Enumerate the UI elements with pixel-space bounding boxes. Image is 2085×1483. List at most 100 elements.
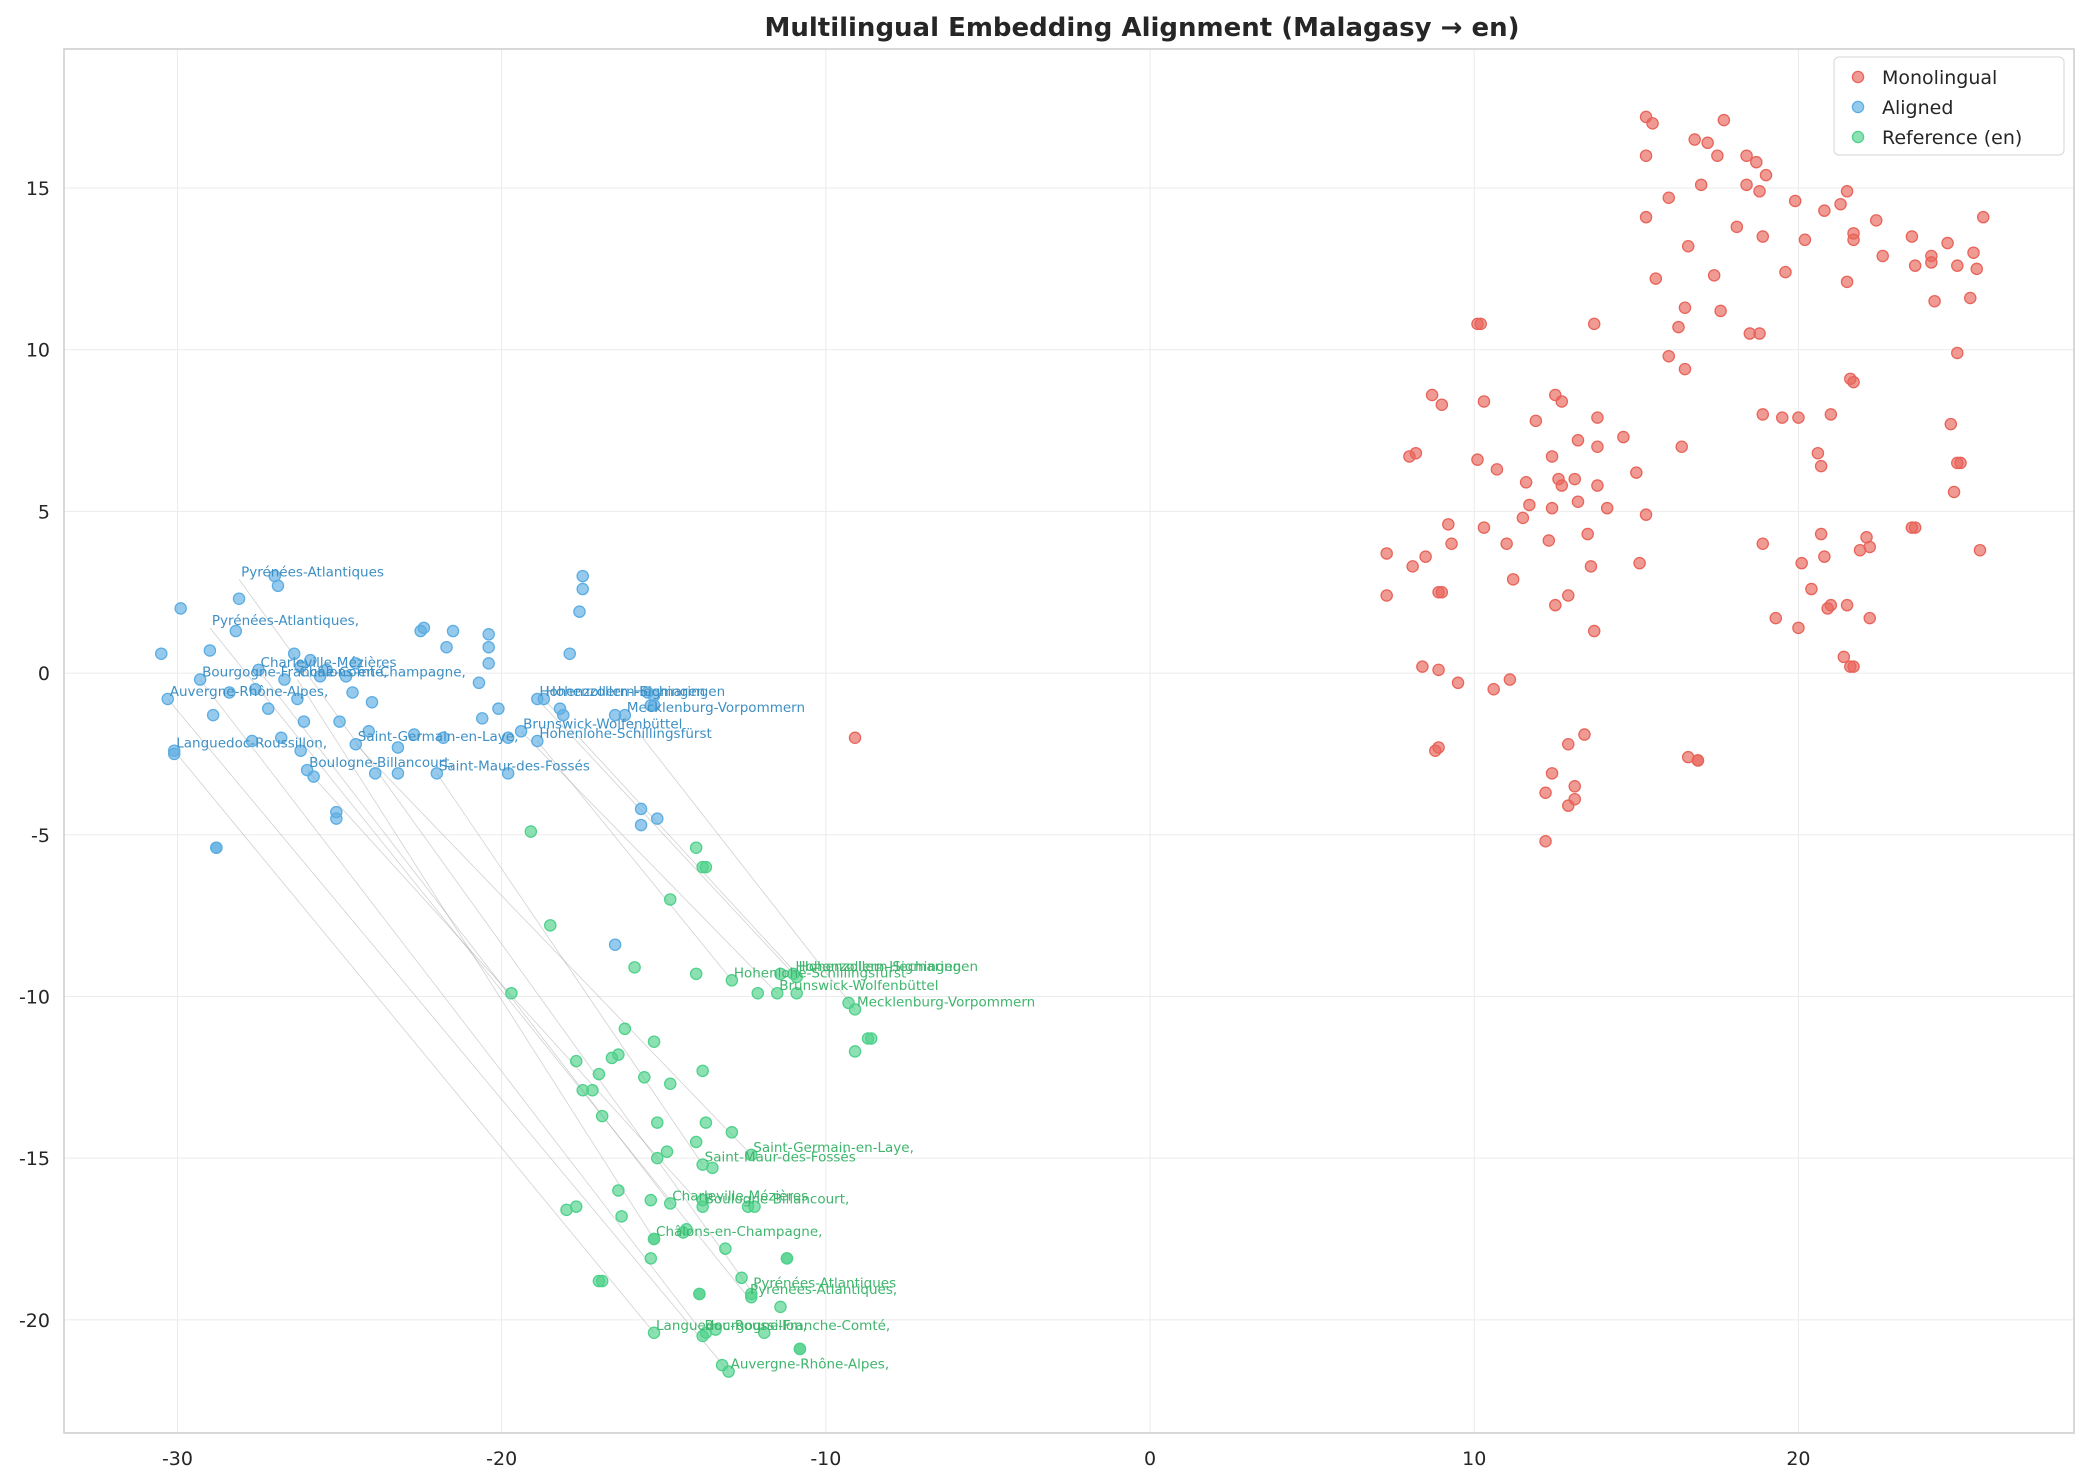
data-point — [1847, 660, 1860, 673]
alignment-link-line — [624, 714, 856, 1010]
data-point — [414, 624, 427, 638]
data-point — [689, 1135, 703, 1149]
series-monolingual — [848, 110, 1990, 848]
data-point — [155, 647, 168, 660]
data-point — [291, 692, 304, 706]
data-point — [531, 734, 544, 748]
data-point — [1503, 673, 1517, 686]
data-point — [615, 1210, 628, 1223]
data-point — [1805, 582, 1818, 596]
data-point — [560, 1203, 573, 1217]
data-point — [1487, 683, 1500, 696]
data-point — [1847, 375, 1860, 389]
data-point — [1947, 485, 1961, 499]
data-point — [482, 628, 495, 641]
data-point — [1951, 456, 1964, 470]
data-point — [1818, 204, 1831, 217]
data-point — [1711, 149, 1724, 162]
data-point — [1847, 233, 1860, 247]
data-point — [1837, 650, 1851, 664]
aligned-point-label: Hohenzollern-Hechingen — [539, 684, 705, 700]
data-point — [501, 767, 515, 780]
data-point — [1545, 501, 1559, 515]
data-point — [245, 734, 259, 748]
data-point — [193, 673, 207, 686]
data-point — [1798, 233, 1812, 247]
data-point — [1944, 417, 1958, 431]
data-point — [719, 1242, 732, 1255]
aligned-point-label: Mecklenburg-Vorpommern — [627, 700, 805, 716]
x-tick-label: -10 — [810, 1448, 841, 1470]
data-point — [595, 1109, 609, 1123]
data-point — [307, 770, 320, 783]
data-point — [689, 841, 703, 854]
data-point — [1649, 272, 1663, 285]
data-point — [524, 825, 538, 838]
data-point — [1818, 550, 1831, 563]
data-point — [1519, 476, 1533, 489]
data-point — [722, 1365, 735, 1378]
data-point — [1976, 210, 1990, 224]
data-point — [774, 1300, 787, 1314]
data-point — [1951, 259, 1964, 272]
data-point — [167, 747, 181, 761]
alignment-link-line — [537, 698, 794, 975]
data-point — [1578, 728, 1591, 741]
data-point — [1545, 450, 1559, 463]
data-point — [1600, 501, 1614, 515]
data-point — [1740, 149, 1753, 162]
data-point — [287, 647, 301, 660]
data-point — [1549, 598, 1562, 612]
aligned-point-label: Boulogne-Billancourt, — [309, 755, 454, 771]
data-point — [1876, 249, 1889, 263]
data-point — [699, 1116, 713, 1129]
data-point — [1759, 168, 1773, 182]
alignment-links — [167, 579, 856, 1372]
data-point — [391, 767, 405, 780]
data-point — [203, 644, 217, 657]
data-point — [1908, 259, 1922, 272]
data-point — [1740, 178, 1753, 192]
data-point — [774, 967, 787, 981]
data-point — [696, 1329, 709, 1343]
alignment-link-line — [436, 773, 703, 1165]
data-point — [1792, 621, 1805, 635]
data-point — [1840, 275, 1854, 289]
data-point — [644, 1252, 658, 1265]
data-point — [1435, 586, 1449, 599]
data-point — [1380, 547, 1393, 560]
data-point — [330, 812, 343, 825]
data-point — [706, 1161, 719, 1175]
alignment-link-line — [199, 679, 703, 1334]
reference-point-label: Hohenzollern-Hechingen — [795, 959, 961, 975]
data-point — [647, 1326, 661, 1340]
alignment-link-line — [520, 731, 778, 994]
legend-label: Reference (en) — [1882, 127, 2022, 149]
data-point — [1730, 220, 1744, 234]
data-point — [482, 640, 495, 654]
data-point — [1539, 786, 1552, 799]
data-point — [1707, 269, 1721, 282]
data-point — [1409, 446, 1423, 460]
data-point — [1539, 834, 1552, 848]
alignment-link-line — [537, 740, 733, 981]
data-point — [644, 1193, 658, 1207]
chart-title: Multilingual Embedding Alignment (Malaga… — [764, 13, 1519, 43]
data-point — [748, 1200, 761, 1213]
data-point — [1688, 133, 1701, 146]
data-point — [368, 767, 382, 780]
data-point — [848, 1045, 862, 1058]
data-point — [638, 1071, 651, 1084]
data-point — [651, 812, 664, 825]
data-point — [1587, 624, 1601, 638]
data-point — [1964, 291, 1977, 305]
reference-point-label: Brunswick-Wolfenbüttel — [779, 978, 938, 994]
data-point — [1568, 780, 1581, 793]
data-point — [1477, 395, 1491, 408]
data-point — [1691, 754, 1705, 767]
reference-point-label: Saint-Germain-en-Laye, — [753, 1140, 914, 1156]
reference-point-label: Hohenlohe-Schillingsfürst — [734, 965, 906, 981]
data-point — [514, 725, 528, 738]
data-point — [1811, 446, 1825, 460]
